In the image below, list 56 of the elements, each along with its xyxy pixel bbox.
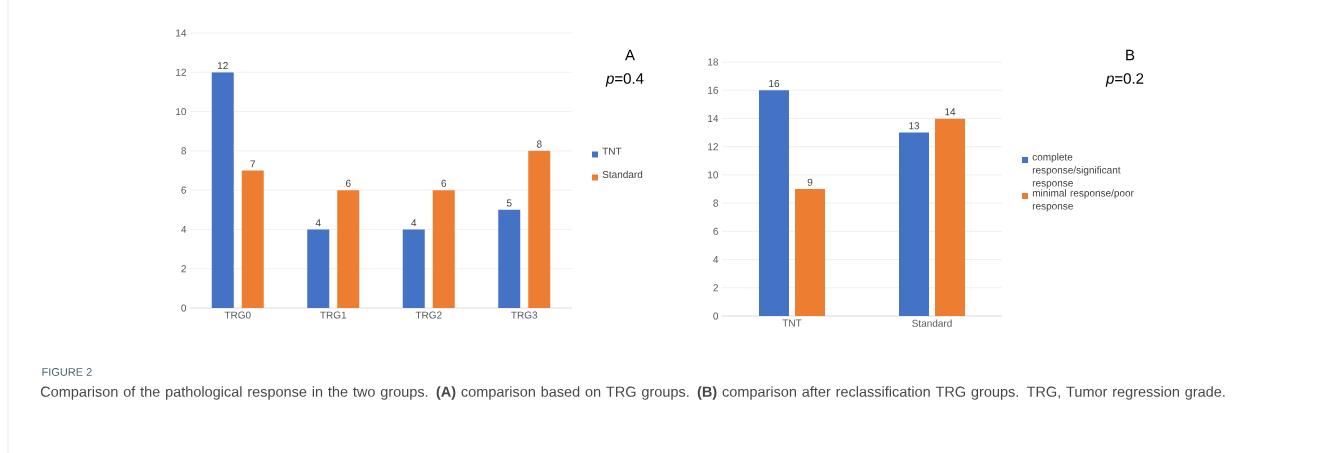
- text: p=0.4: [605, 73, 644, 87]
- x-tick-label: TRG0: [224, 311, 251, 319]
- bar: [402, 229, 425, 308]
- bar: [498, 209, 521, 308]
- y-tick-label: 14: [176, 29, 187, 37]
- y-tick-label: 14: [708, 115, 719, 122]
- y-tick-label: 2: [181, 265, 186, 273]
- data-label: 12: [217, 62, 228, 70]
- bar: [337, 190, 360, 308]
- legend-label: minimal response/poor response: [1032, 189, 1134, 212]
- data-label: 5: [506, 199, 512, 207]
- y-tick-label: 0: [713, 312, 719, 320]
- x-tick-label: TRG3: [511, 311, 538, 319]
- y-tick-label: 2: [713, 284, 718, 292]
- legend-label: Standard: [602, 170, 643, 179]
- y-tick-label: 4: [181, 225, 187, 233]
- bar: [528, 150, 551, 308]
- text: B: [1126, 49, 1135, 61]
- data-label: 9: [807, 178, 813, 186]
- y-tick-label: 6: [713, 227, 719, 235]
- data-label: 14: [945, 108, 956, 116]
- y-tick-label: 0: [181, 304, 187, 312]
- bar: [432, 190, 455, 308]
- data-label: 4: [315, 219, 321, 227]
- data-label: 8: [536, 140, 542, 148]
- bar: [241, 170, 264, 308]
- data-label: 6: [345, 179, 351, 187]
- data-label: 16: [769, 79, 780, 88]
- bar: [899, 132, 930, 316]
- y-tick-label: 10: [176, 108, 187, 116]
- y-tick-label: 10: [708, 171, 719, 179]
- data-label: 4: [411, 219, 417, 227]
- bar: [795, 189, 826, 316]
- x-tick-label: TRG2: [415, 311, 442, 319]
- bar: [935, 118, 966, 316]
- x-tick-label: TRG1: [320, 311, 347, 319]
- y-tick-label: 4: [713, 256, 719, 263]
- text: A: [625, 49, 635, 61]
- y-tick-label: 6: [181, 186, 187, 194]
- bar: [759, 90, 790, 316]
- legend-label: TNT: [602, 147, 622, 155]
- data-label: 6: [441, 179, 447, 187]
- text: p=0.2: [1105, 73, 1144, 87]
- y-tick-label: 12: [176, 68, 186, 76]
- legend-label: complete response/significant response: [1032, 153, 1121, 189]
- bar: [211, 72, 234, 308]
- y-tick-label: 12: [708, 143, 718, 151]
- data-label: 7: [250, 160, 256, 168]
- bar: [307, 229, 330, 308]
- data-label: 13: [909, 122, 920, 130]
- y-tick-label: 16: [708, 86, 719, 94]
- text: Comparison of the pathological response in the two groups. (A) comparison based on TRG groups. (B) comparison after reclassification TRG groups. TRG, Tumor regression grade.: [40, 386, 1225, 400]
- caption: FIGURE 2: [42, 368, 92, 376]
- y-tick-label: 8: [181, 147, 187, 155]
- y-tick-label: 8: [713, 199, 719, 207]
- y-tick-label: 18: [708, 58, 719, 66]
